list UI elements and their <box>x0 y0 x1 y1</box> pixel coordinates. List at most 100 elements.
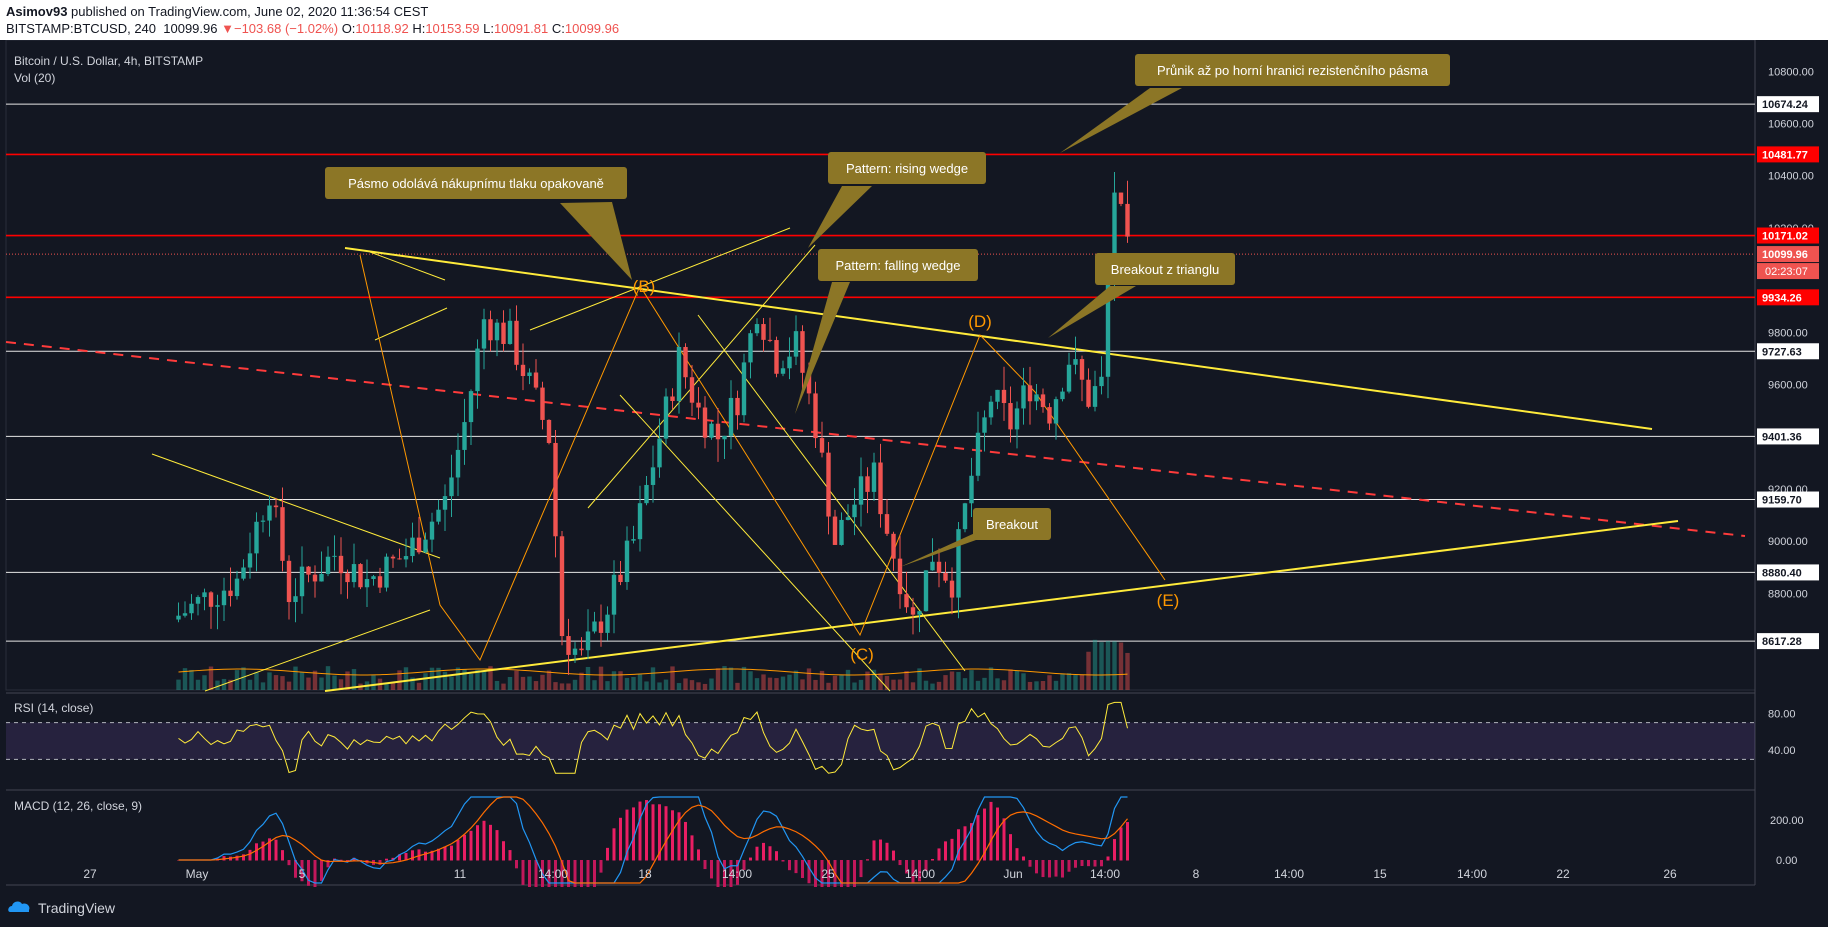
macd-histogram-bar <box>385 858 388 861</box>
drawings <box>5 227 1746 692</box>
macd-histogram-bar <box>762 842 765 861</box>
trend-line <box>369 251 446 281</box>
wave-label: (B) <box>633 277 656 296</box>
price-level-label: 9401.36 <box>1762 431 1802 443</box>
macd-histogram-bar <box>970 823 973 861</box>
volume-bar <box>1047 675 1052 690</box>
macd-histogram-bar <box>482 820 486 861</box>
macd-histogram-bar <box>905 860 908 874</box>
candle-body <box>774 340 779 374</box>
macd-histogram-bar <box>287 860 291 866</box>
candle-body <box>689 377 695 403</box>
macd-histogram-bar <box>671 810 674 861</box>
price-axis[interactable]: 10800.0010600.0010400.0010200.009800.009… <box>1757 66 1819 867</box>
macd-histogram-bar <box>788 860 791 871</box>
price-level-tag <box>1757 96 1819 113</box>
volume-bar <box>202 675 207 690</box>
volume-bar <box>319 677 324 690</box>
macd-pane <box>177 796 1129 887</box>
volume-bar <box>663 679 669 690</box>
time-axis[interactable]: 27 May 5 11 14:00 18 14:00 25 14:00 Jun 14:00 8 14:0… <box>83 867 1677 881</box>
macd-histogram-bar <box>339 859 343 861</box>
rsi-line <box>178 701 1128 774</box>
volume-bar <box>195 679 201 690</box>
rsi-label: RSI (14, close) <box>14 701 93 715</box>
annotation-callout-tail <box>560 202 632 280</box>
volume-bar <box>390 682 396 690</box>
candle-body <box>1047 407 1052 424</box>
volume-bar <box>637 674 643 690</box>
volume-bar <box>293 666 298 690</box>
published-text: published on TradingView.com, June 02, 2… <box>71 4 429 19</box>
footer: TradingView <box>0 887 1828 927</box>
tradingview-logo[interactable]: TradingView <box>8 899 115 916</box>
volume-bar <box>813 679 818 690</box>
macd-histogram-bar <box>1106 856 1110 861</box>
macd-histogram-bar <box>794 860 798 874</box>
volume-bar <box>182 668 188 690</box>
chart-canvas[interactable]: (B) (C) (D) (E) Pásmo odolává nákupnímu tla… <box>0 40 1828 887</box>
macd-tick-label: 0.00 <box>1776 855 1797 867</box>
volume-bar <box>787 674 792 690</box>
candle-body <box>988 401 994 418</box>
macd-histogram-bar <box>651 804 655 861</box>
candle-body <box>871 462 877 492</box>
macd-histogram-bar <box>1002 818 1006 861</box>
time-tick-label: 18 <box>638 867 652 881</box>
volume-bar <box>215 680 220 690</box>
macd-histogram-bar <box>677 812 681 861</box>
volume-bar <box>1027 681 1033 690</box>
volume-bar <box>982 677 987 690</box>
time-tick-label: 5 <box>299 867 306 881</box>
candle-body <box>1073 359 1078 365</box>
volume-bar <box>176 679 181 690</box>
macd-histogram-bar <box>697 849 700 861</box>
candle-body <box>982 417 987 433</box>
candle-body <box>748 333 753 363</box>
macd-histogram-bar <box>547 860 551 887</box>
candle-body <box>553 442 558 537</box>
candle-body <box>637 503 643 540</box>
candle-body <box>956 529 961 598</box>
candle-body <box>1021 385 1026 409</box>
candle-body <box>663 396 669 439</box>
macd-histogram-bar <box>599 860 603 873</box>
macd-histogram-bar <box>593 860 596 887</box>
candle-body <box>722 435 727 440</box>
macd-histogram-bar <box>1061 860 1064 878</box>
candle-body <box>1105 283 1111 377</box>
macd-histogram-bar <box>1067 860 1071 872</box>
price-level-label: 10481.77 <box>1762 149 1808 161</box>
price-change: −103.68 (−1.02%) <box>233 21 339 36</box>
volume-bar <box>936 681 942 690</box>
falling-wedge-line <box>697 314 966 672</box>
volume-bar <box>273 675 279 690</box>
candle-body <box>1118 192 1124 204</box>
falling-wedge-line <box>619 394 891 692</box>
annotation-box <box>325 167 627 199</box>
macd-histogram-bar <box>560 860 564 887</box>
volume-bar <box>683 678 688 690</box>
volume-bar <box>767 677 773 690</box>
candle-body <box>1086 379 1091 407</box>
candle-body <box>403 556 409 560</box>
macd-histogram-bar <box>723 860 726 887</box>
candle-body <box>891 533 896 559</box>
author-name[interactable]: Asimov93 <box>6 4 68 19</box>
volume-bar <box>930 683 935 690</box>
grid <box>5 40 1756 886</box>
candle-body <box>605 614 610 633</box>
candle-body <box>182 613 188 616</box>
candle-body <box>709 423 714 438</box>
candle-body <box>761 324 766 340</box>
candle-body <box>1112 192 1117 284</box>
volume-bar <box>631 676 636 690</box>
volume-bar <box>416 682 422 690</box>
macd-histogram-bar <box>619 817 622 861</box>
volume-bar <box>806 668 812 690</box>
volume-bar <box>618 671 623 690</box>
volume-bar <box>514 670 519 690</box>
volume-bar <box>761 674 766 690</box>
candle-body <box>1027 385 1033 402</box>
macd-histogram-bar <box>417 849 421 861</box>
